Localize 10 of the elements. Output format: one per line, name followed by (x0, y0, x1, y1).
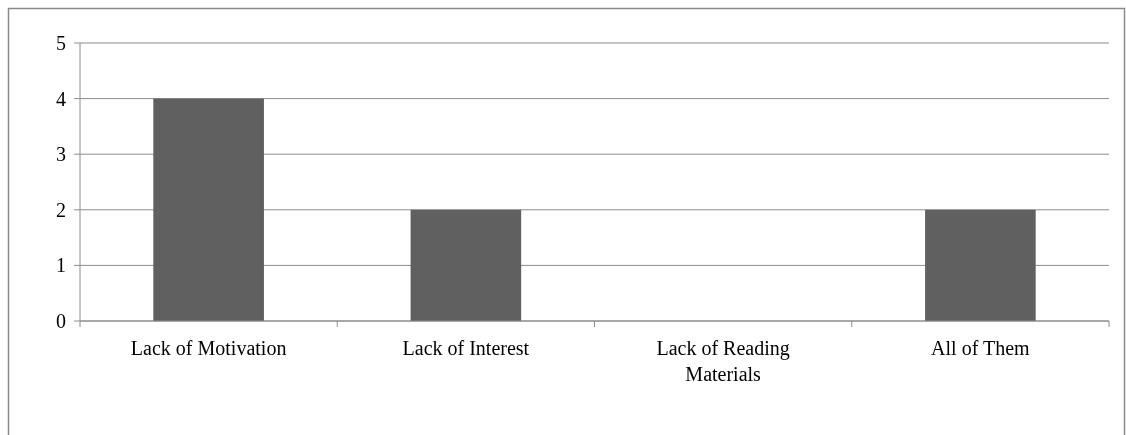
y-tick-label: 2 (56, 198, 66, 221)
y-tick-label: 1 (56, 254, 66, 277)
y-tick-label: 5 (56, 32, 66, 54)
x-tick-label: Lack of Motivation (130, 337, 287, 359)
x-tick-label: Lack of Interest (402, 337, 530, 359)
y-tick-label: 3 (56, 143, 66, 166)
x-tick-label: Lack of Reading Materials (656, 337, 790, 385)
y-tick-label: 0 (56, 310, 66, 332)
y-tick-label: 4 (56, 87, 66, 110)
x-tick-label: All of Them (931, 337, 1031, 359)
